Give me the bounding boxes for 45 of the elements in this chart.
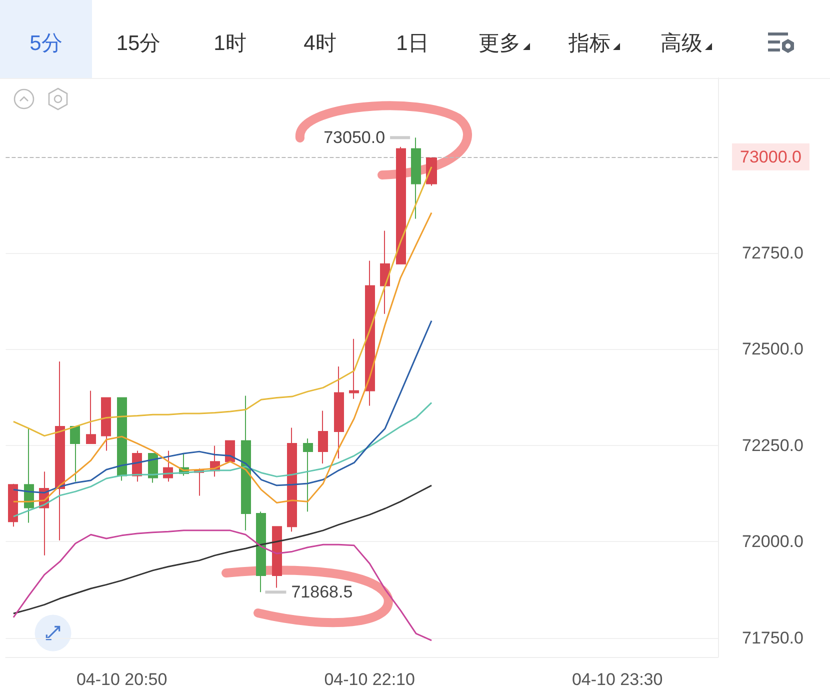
text: 15分 xyxy=(115,31,162,57)
candlestick xyxy=(334,366,344,459)
y-tick-label: 71750.0 xyxy=(742,628,804,648)
candlestick xyxy=(117,397,127,482)
text: 1日 xyxy=(395,31,430,57)
candlestick xyxy=(426,158,437,186)
candlestick xyxy=(411,137,421,220)
x-tick-label: 04-10 20:50 xyxy=(76,670,168,689)
candlestick xyxy=(86,390,96,444)
candlestick xyxy=(225,440,235,462)
line-series xyxy=(12,402,432,518)
text: 1时 xyxy=(212,31,248,57)
annotation: 73050.0 xyxy=(324,128,386,148)
candlestick xyxy=(365,260,375,406)
line-series xyxy=(12,530,432,642)
annotation: 71868.5 xyxy=(291,582,353,602)
text: 更多 xyxy=(478,31,522,57)
candlestick xyxy=(256,511,266,593)
candlestick xyxy=(8,483,18,528)
candlestick xyxy=(241,395,251,531)
candlestick xyxy=(287,427,297,532)
text: 高级 xyxy=(660,31,704,57)
candlestick xyxy=(380,230,390,314)
line-series xyxy=(12,166,432,437)
candlestick xyxy=(101,397,111,452)
candlestick xyxy=(70,426,80,482)
y-tick-label: 72750.0 xyxy=(742,244,804,263)
candlestick xyxy=(396,146,406,264)
candlestick xyxy=(303,438,313,512)
candlestick xyxy=(318,410,328,464)
line-series xyxy=(12,212,432,504)
candlestick xyxy=(349,338,359,400)
y-tick-label: 72500.0 xyxy=(742,340,804,359)
line-series xyxy=(12,484,432,614)
text: 5分 xyxy=(0,0,92,78)
y-tick-label: 72000.0 xyxy=(742,532,804,552)
line-series xyxy=(12,320,432,494)
ref-line-label: 73000.0 xyxy=(740,147,802,166)
candlestick xyxy=(272,526,282,588)
text: 指标 xyxy=(568,31,612,57)
x-tick-label: 04-10 23:30 xyxy=(572,670,663,689)
y-tick-label: 72250.0 xyxy=(742,436,804,455)
text: 4时 xyxy=(302,31,338,57)
candlestick xyxy=(55,361,65,541)
x-tick-label: 04-10 22:10 xyxy=(324,670,415,689)
